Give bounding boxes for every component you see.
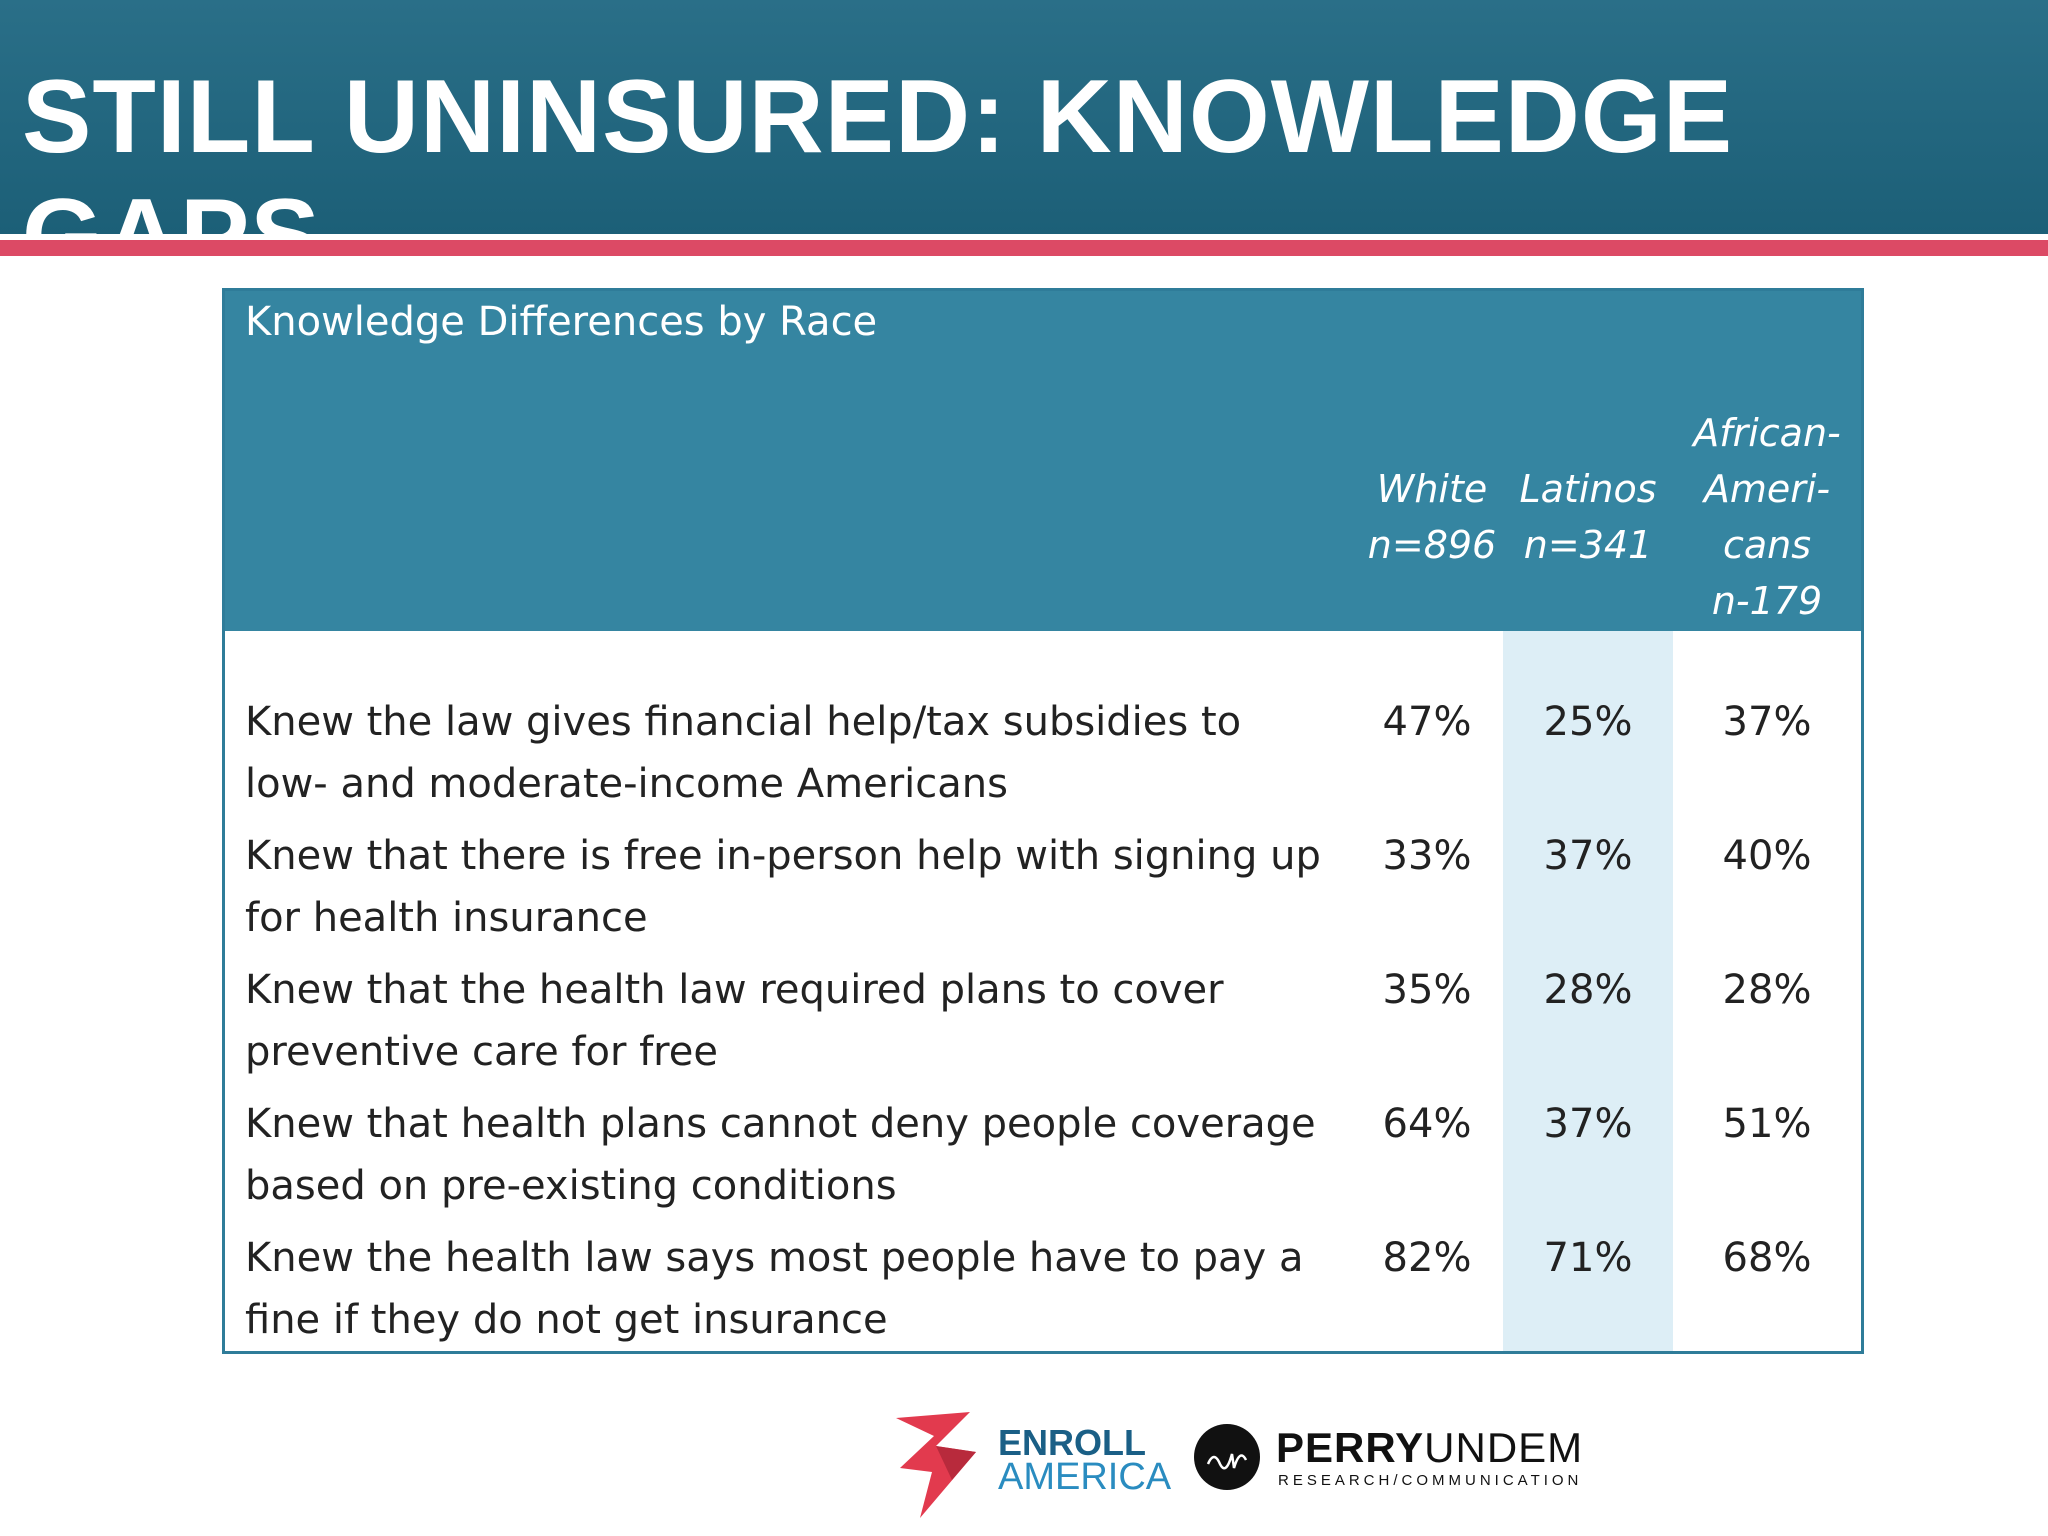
value-white: 47%: [1382, 699, 1472, 745]
row-label-line: Knew that the health law required plans …: [245, 967, 1224, 1013]
table-row: Knew that health plans cannot deny peopl…: [225, 1093, 1861, 1227]
value-african-americans: 40%: [1722, 833, 1812, 879]
value-latinos: 28%: [1543, 967, 1633, 1013]
table-caption: Knowledge Differences by Race: [245, 299, 878, 345]
table-row: Knew that the health law required plans …: [225, 959, 1861, 1093]
divider-white: [0, 234, 2048, 240]
value-african-americans: 28%: [1722, 967, 1812, 1013]
value-white: 35%: [1382, 967, 1472, 1013]
row-label-line: fine if they do not get insurance: [245, 1297, 888, 1343]
column-header-line: African-: [1693, 411, 1841, 455]
column-header-line: Ameri-: [1703, 467, 1831, 511]
column-header-line: cans: [1722, 523, 1812, 567]
value-latinos: 37%: [1543, 833, 1633, 879]
value-african-americans: 51%: [1722, 1101, 1812, 1147]
column-header-line: Latinos: [1519, 467, 1657, 511]
value-latinos: 71%: [1543, 1235, 1633, 1281]
table-row: Knew that there is free in-person help w…: [225, 825, 1861, 959]
row-label-line: Knew the law gives financial help/tax su…: [245, 699, 1242, 745]
row-label-line: Knew that there is free in-person help w…: [245, 833, 1321, 879]
perry-undem-wordmark: PERRYUNDEM: [1276, 1426, 1583, 1470]
america-word: AMERICA: [998, 1456, 1172, 1498]
enroll-america-wordmark: ENROLL AMERICA: [998, 1425, 1172, 1498]
row-label-line: preventive care for free: [245, 1029, 718, 1075]
column-header-line: n=896: [1367, 523, 1497, 567]
column-header-line: n-179: [1711, 579, 1823, 623]
value-african-americans: 68%: [1722, 1235, 1812, 1281]
enroll-word: ENROLL: [998, 1422, 1146, 1463]
row-label-line: Knew that health plans cannot deny peopl…: [245, 1101, 1316, 1147]
slide-title: STILL UNINSURED: KNOWLEDGE GAPS: [22, 59, 1734, 294]
divider-red: [0, 240, 2048, 256]
row-label: Knew the health law says most people hav…: [245, 1227, 1345, 1351]
column-header-white: White n=896: [1347, 461, 1517, 573]
row-label: Knew that the health law required plans …: [245, 959, 1345, 1083]
perry-word: PERRY: [1276, 1424, 1425, 1471]
row-label-line: Knew the health law says most people hav…: [245, 1235, 1304, 1281]
enroll-america-mark-icon: [896, 1412, 976, 1518]
value-latinos: 25%: [1543, 699, 1633, 745]
column-header-line: White: [1376, 467, 1488, 511]
perry-undem-tagline: RESEARCH/COMMUNICATION: [1278, 1472, 1583, 1489]
title-banner: STILL UNINSURED: KNOWLEDGE GAPS: [0, 0, 2048, 294]
perry-undem-mark-icon: [1194, 1424, 1260, 1490]
table-row: Knew the law gives financial help/tax su…: [225, 691, 1861, 825]
column-header-african-americans: African- Ameri- cans n-179: [1673, 405, 1861, 629]
table-row: Knew the health law says most people hav…: [225, 1227, 1861, 1361]
column-header-line: n=341: [1523, 523, 1653, 567]
value-latinos: 37%: [1543, 1101, 1633, 1147]
latinos-column-highlight: [1503, 631, 1673, 1351]
value-white: 33%: [1382, 833, 1472, 879]
perry-undem-logo: PERRYUNDEM RESEARCH/COMMUNICATION: [1194, 1424, 1654, 1504]
row-label-line: for health insurance: [245, 895, 648, 941]
value-white: 64%: [1382, 1101, 1472, 1147]
column-header-latinos: Latinos n=341: [1503, 461, 1673, 573]
row-label-line: based on pre-existing conditions: [245, 1163, 897, 1209]
value-african-americans: 37%: [1722, 699, 1812, 745]
row-label: Knew that health plans cannot deny peopl…: [245, 1093, 1345, 1217]
row-label-line: low- and moderate-income Americans: [245, 761, 1008, 807]
enroll-america-logo: ENROLL AMERICA: [892, 1410, 1172, 1520]
row-label: Knew that there is free in-person help w…: [245, 825, 1345, 949]
undem-word: UNDEM: [1424, 1424, 1584, 1471]
knowledge-table: Knowledge Differences by Race White n=89…: [222, 288, 1864, 1354]
row-label: Knew the law gives financial help/tax su…: [245, 691, 1345, 815]
value-white: 82%: [1382, 1235, 1472, 1281]
table-header: Knowledge Differences by Race White n=89…: [225, 291, 1861, 631]
